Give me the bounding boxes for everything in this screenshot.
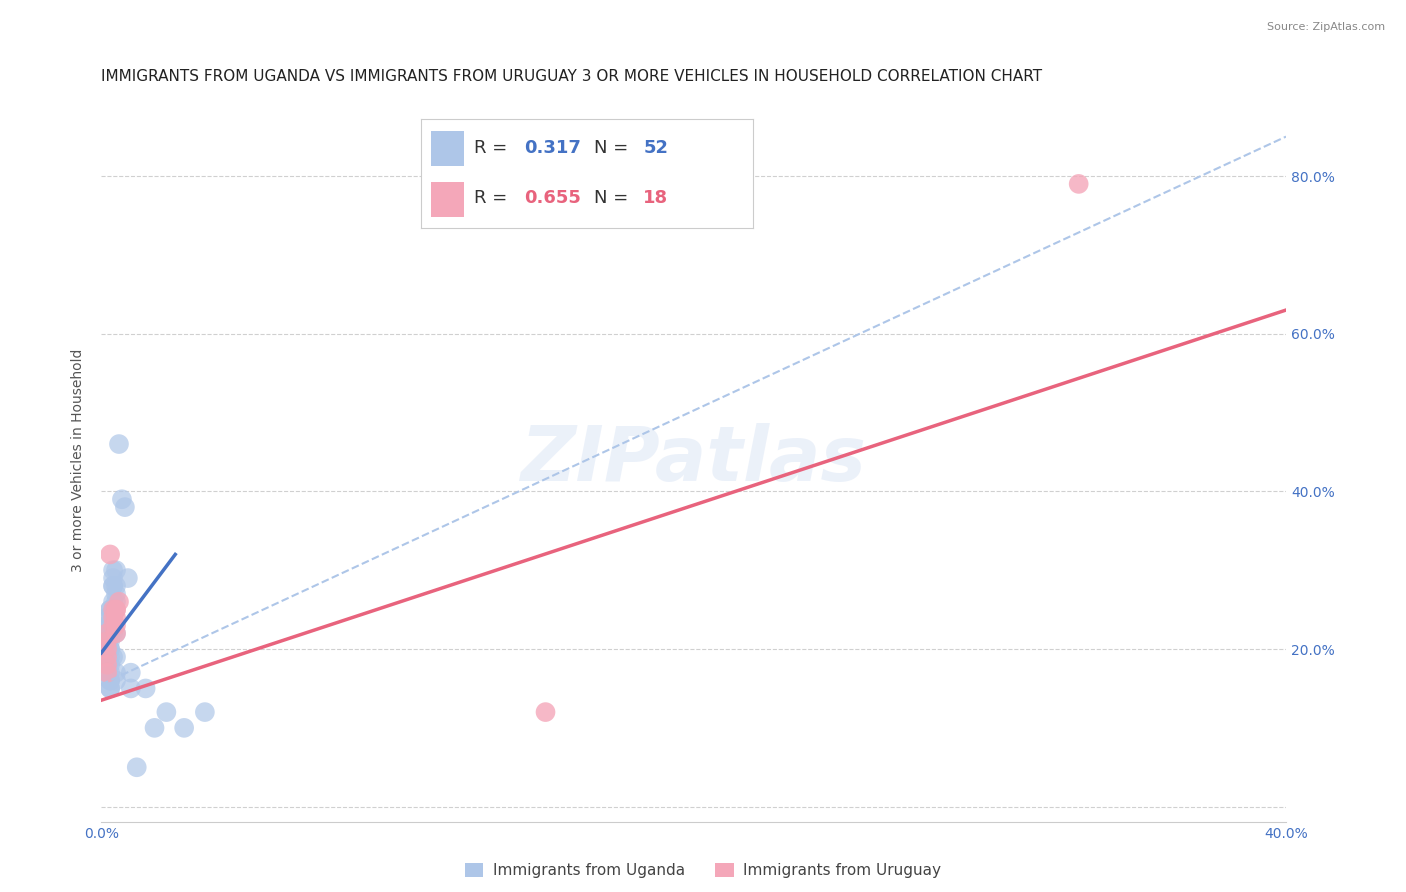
Legend: Immigrants from Uganda, Immigrants from Uruguay: Immigrants from Uganda, Immigrants from …	[458, 857, 948, 884]
Point	[96, 626, 118, 640]
Point	[96, 634, 118, 648]
Point	[98, 602, 121, 616]
Point	[155, 705, 177, 719]
Text: ZIPatlas: ZIPatlas	[520, 423, 866, 497]
Point	[135, 681, 157, 696]
Point	[98, 665, 121, 680]
Point	[101, 610, 124, 624]
Point	[96, 634, 118, 648]
Point	[173, 721, 195, 735]
Point	[534, 705, 557, 719]
Point	[101, 579, 124, 593]
Point	[194, 705, 217, 719]
Point	[105, 563, 128, 577]
Point	[96, 610, 118, 624]
Point	[120, 681, 142, 696]
Point	[98, 634, 121, 648]
Point	[96, 626, 118, 640]
Point	[125, 760, 148, 774]
Point	[105, 618, 128, 632]
Point	[96, 649, 118, 664]
Point	[105, 602, 128, 616]
Point	[98, 681, 121, 696]
Point	[105, 665, 128, 680]
Point	[105, 626, 128, 640]
Point	[98, 642, 121, 657]
Point	[105, 602, 128, 616]
Point	[120, 665, 142, 680]
Point	[1067, 177, 1090, 191]
Y-axis label: 3 or more Vehicles in Household: 3 or more Vehicles in Household	[72, 348, 86, 572]
Point	[96, 657, 118, 672]
Point	[101, 595, 124, 609]
Point	[108, 595, 131, 609]
Point	[96, 642, 118, 657]
Point	[101, 626, 124, 640]
Point	[105, 579, 128, 593]
Point	[101, 571, 124, 585]
Point	[101, 649, 124, 664]
Point	[98, 610, 121, 624]
Point	[101, 563, 124, 577]
Point	[96, 649, 118, 664]
Point	[96, 657, 118, 672]
Point	[98, 681, 121, 696]
Point	[98, 626, 121, 640]
Point	[111, 492, 134, 507]
Point	[98, 657, 121, 672]
Point	[114, 500, 136, 515]
Point	[98, 618, 121, 632]
Point	[105, 595, 128, 609]
Point	[101, 602, 124, 616]
Point	[98, 649, 121, 664]
Point	[143, 721, 166, 735]
Point	[96, 642, 118, 657]
Point	[98, 642, 121, 657]
Text: IMMIGRANTS FROM UGANDA VS IMMIGRANTS FROM URUGUAY 3 OR MORE VEHICLES IN HOUSEHOL: IMMIGRANTS FROM UGANDA VS IMMIGRANTS FRO…	[101, 69, 1042, 84]
Point	[96, 618, 118, 632]
Point	[105, 626, 128, 640]
Point	[98, 602, 121, 616]
Point	[101, 618, 124, 632]
Point	[105, 610, 128, 624]
Point	[105, 587, 128, 601]
Point	[98, 548, 121, 562]
Point	[105, 673, 128, 688]
Text: Source: ZipAtlas.com: Source: ZipAtlas.com	[1267, 22, 1385, 32]
Point	[98, 673, 121, 688]
Point	[108, 437, 131, 451]
Point	[101, 579, 124, 593]
Point	[105, 649, 128, 664]
Point	[96, 642, 118, 657]
Point	[96, 649, 118, 664]
Point	[96, 665, 118, 680]
Point	[96, 665, 118, 680]
Point	[117, 571, 139, 585]
Point	[98, 673, 121, 688]
